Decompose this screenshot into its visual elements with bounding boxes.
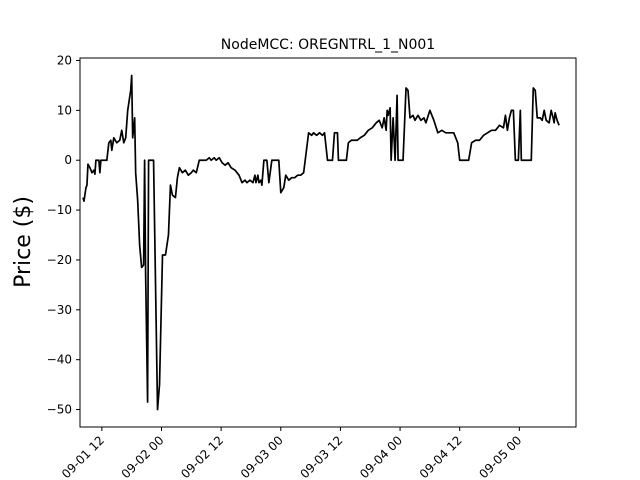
x-tick-label: 09-02 00: [119, 433, 167, 480]
x-tick-label: 09-01 12: [59, 433, 107, 480]
y-tick-label: 0: [64, 153, 72, 167]
y-axis-label: Price ($): [11, 196, 36, 288]
x-tick-label: 09-03 00: [238, 433, 286, 480]
plot-area: [79, 57, 577, 428]
y-tick-label: −10: [47, 203, 72, 217]
chart-title: NodeMCC: OREGNTRL_1_N001: [221, 37, 435, 53]
x-tick-label: 09-02 12: [178, 433, 226, 480]
x-tick-label: 09-04 00: [357, 433, 405, 480]
y-tick-label: −40: [47, 353, 72, 367]
y-axis: 20 10 0 −10 −20 −30 −40 −50: [47, 53, 80, 417]
y-tick-label: −50: [47, 403, 72, 417]
series-line: [82, 74, 560, 411]
y-tick-label: 20: [57, 53, 72, 67]
plot-frame: [79, 57, 577, 428]
x-tick-label: 09-04 12: [417, 433, 465, 480]
x-axis: 09-01 12 09-02 00 09-02 12 09-03 00 09-03 12…: [59, 427, 524, 480]
y-tick-label: −30: [47, 303, 72, 317]
x-tick-label: 09-05 00: [476, 433, 524, 480]
y-tick-label: 10: [57, 103, 72, 117]
y-tick-label: −20: [47, 253, 72, 267]
x-tick-label: 09-03 12: [297, 433, 345, 480]
